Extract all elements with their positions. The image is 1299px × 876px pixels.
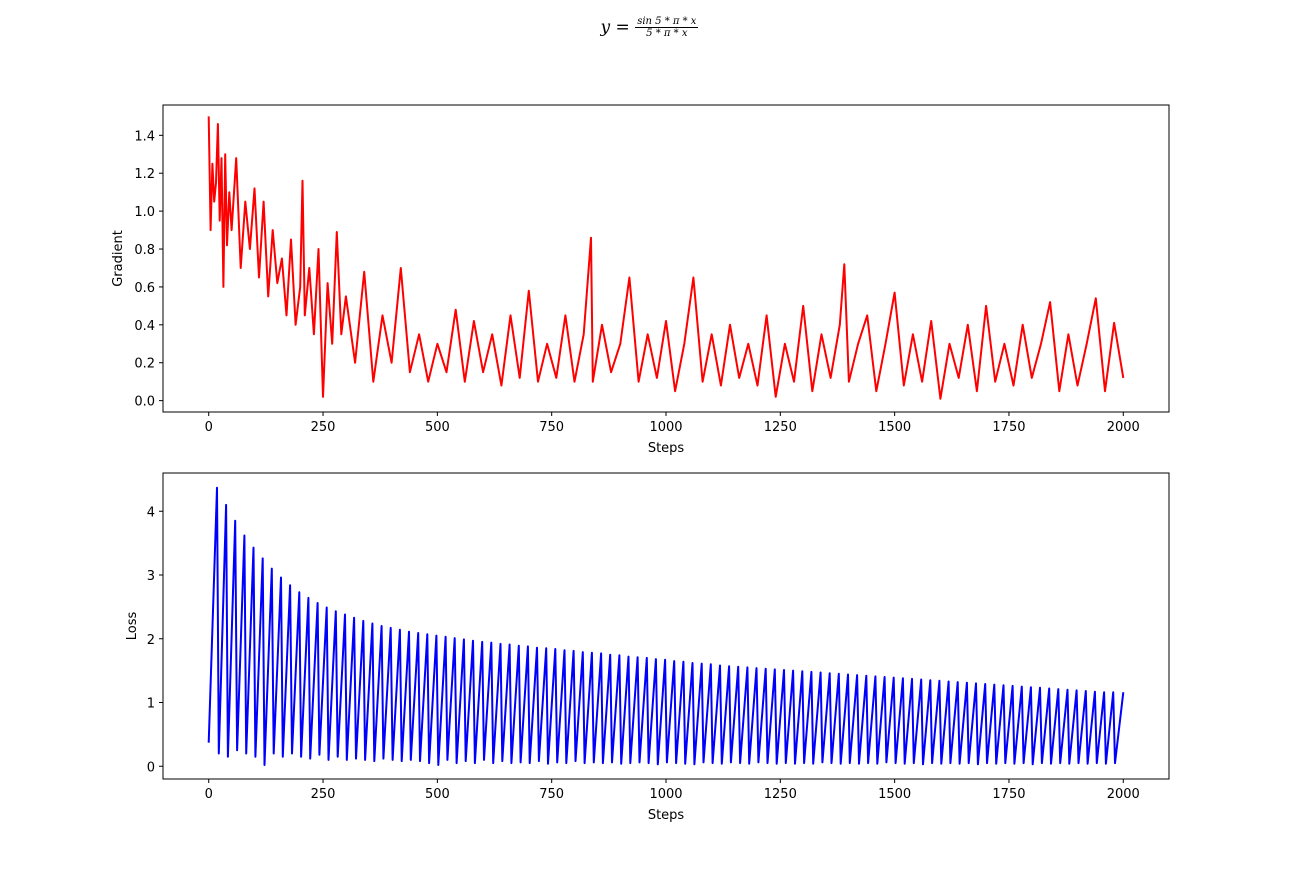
- gradient-xtick-label: 500: [425, 420, 450, 435]
- gradient-xtick-label: 2000: [1107, 420, 1140, 435]
- gradient-xlabel: Steps: [648, 441, 685, 456]
- gradient-ytick-label: 0.0: [134, 395, 155, 410]
- gradient-ytick-label: 0.8: [134, 243, 155, 258]
- loss-ytick-label: 1: [147, 697, 155, 712]
- loss-ytick-label: 3: [147, 569, 155, 584]
- gradient-xtick-label: 1250: [764, 420, 797, 435]
- gradient-axes: 0 250 500 750 1000 1250 1500 1750 2000 0.0 0.2 0.4 0…: [111, 104, 1170, 456]
- suptitle-numerator: sin 5 * π * x: [635, 16, 699, 28]
- gradient-ytick-label: 0.4: [134, 319, 155, 334]
- gradient-xtick-label: 1750: [992, 420, 1025, 435]
- loss-xtick-label: 1250: [764, 787, 797, 802]
- gradient-xtick-label: 0: [205, 420, 213, 435]
- gradient-xtick-label: 250: [311, 420, 336, 435]
- loss-ytick-label: 4: [147, 505, 155, 520]
- gradient-ytick-label: 1.0: [134, 205, 155, 220]
- gradient-ylabel: Gradient: [111, 230, 126, 287]
- loss-xlabel: Steps: [648, 808, 685, 823]
- gradient-xtick-label: 750: [539, 420, 564, 435]
- loss-xtick-label: 2000: [1107, 787, 1140, 802]
- gradient-ytick-label: 0.2: [134, 357, 155, 372]
- gradient-xtick-label: 1000: [649, 420, 682, 435]
- figure-suptitle: y = sin 5 * π * x 5 * π * x: [0, 16, 1299, 39]
- loss-xtick-label: 250: [311, 787, 336, 802]
- loss-xtick-label: 1000: [649, 787, 682, 802]
- gradient-plot-frame: [162, 104, 1170, 413]
- loss-xtick-label: 500: [425, 787, 450, 802]
- gradient-ytick-label: 0.6: [134, 281, 155, 296]
- loss-xtick-label: 1750: [992, 787, 1025, 802]
- suptitle-denominator: 5 * π * x: [646, 28, 688, 39]
- loss-ytick-label: 2: [147, 633, 155, 648]
- loss-ylabel: Loss: [125, 612, 140, 641]
- suptitle-fraction: sin 5 * π * x 5 * π * x: [635, 16, 699, 39]
- gradient-series-line: [207, 116, 1125, 400]
- loss-xtick-label: 0: [205, 787, 213, 802]
- loss-xtick-label: 750: [539, 787, 564, 802]
- loss-ytick-label: 0: [147, 760, 155, 775]
- gradient-ytick-label: 1.4: [134, 129, 155, 144]
- gradient-ytick-label: 1.2: [134, 167, 155, 182]
- gradient-xtick-label: 1500: [878, 420, 911, 435]
- loss-axes: 0 250 500 750 1000 1250 1500 1750 2000 0 1 2 3 4 Steps…: [125, 472, 1170, 823]
- loss-series-line: [207, 486, 1125, 766]
- loss-xtick-label: 1500: [878, 787, 911, 802]
- suptitle-lhs: y =: [600, 17, 630, 38]
